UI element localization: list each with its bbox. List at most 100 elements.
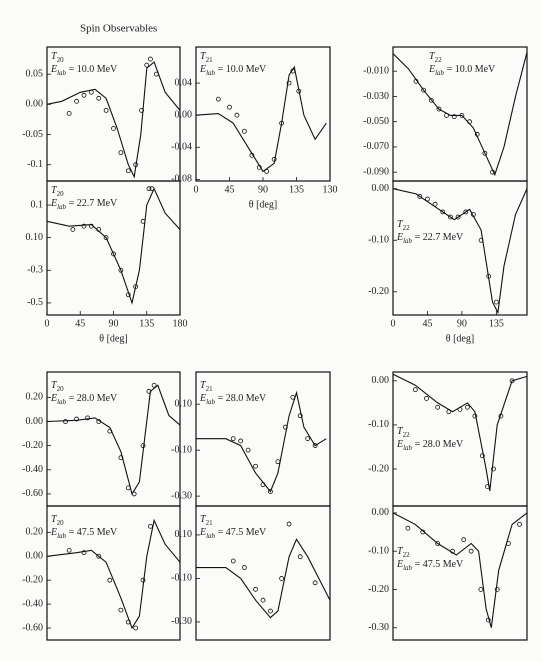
panel-label: T22: [397, 426, 410, 438]
panel-label: T22: [429, 51, 442, 63]
data-point: [279, 120, 285, 126]
x-tick-label: 90: [258, 184, 268, 195]
symbol: T: [51, 514, 58, 525]
data-point: [125, 168, 131, 174]
y-tick-label: -0.20: [368, 463, 389, 474]
data-point: [432, 201, 438, 207]
data-point: [81, 550, 87, 556]
y-tick-label: 0.00: [372, 375, 390, 386]
panel-label: T21: [200, 380, 213, 392]
y-tick-label: 0.00: [372, 183, 390, 194]
data-point: [457, 407, 463, 412]
energy-symbol: E: [50, 393, 57, 404]
data-point: [474, 131, 480, 137]
data-point: [505, 541, 511, 546]
panel-frame: [392, 505, 528, 641]
x-tick-label: 45: [75, 318, 85, 329]
theory-curve: [46, 61, 181, 179]
panel-label: T20: [51, 185, 64, 197]
data-point: [74, 98, 79, 104]
data-point: [491, 466, 496, 472]
data-point: [275, 459, 281, 465]
data-point: [96, 95, 102, 101]
data-point: [74, 416, 79, 422]
y-tick-label: -0.30: [171, 616, 192, 627]
data-point: [107, 577, 113, 583]
energy-label: Elab = 10.0 MeV: [199, 64, 267, 76]
energy-subscript: lab: [403, 564, 412, 572]
data-point: [230, 558, 236, 564]
y-tick-label: -0.5: [27, 297, 43, 308]
data-point: [253, 586, 258, 592]
data-point: [451, 114, 457, 120]
panel-label: T20: [51, 380, 64, 392]
energy-label: Elab = 28.0 MeV: [396, 439, 464, 451]
x-axis-label: θ [deg]: [249, 199, 277, 210]
data-point: [125, 619, 131, 625]
energy-value: = 28.0 MeV: [412, 439, 464, 450]
data-point: [63, 419, 68, 424]
data-point: [96, 553, 102, 559]
data-point: [153, 71, 159, 77]
data-point: [286, 80, 292, 86]
x-tick-label: 130: [323, 184, 338, 195]
data-point: [227, 104, 232, 110]
data-point: [234, 112, 240, 118]
energy-label: Elab = 47.5 MeV: [396, 559, 464, 571]
data-point: [268, 489, 273, 494]
y-tick-label: -0.30: [368, 622, 389, 633]
data-point: [230, 436, 236, 442]
data-point: [241, 565, 247, 570]
energy-subscript: lab: [206, 532, 215, 540]
x-tick-label: 0: [45, 318, 50, 329]
data-point: [146, 186, 152, 192]
theory-curve: [392, 512, 528, 628]
symbol-subscript: 20: [57, 190, 65, 198]
x-tick-label: 135: [489, 318, 504, 329]
energy-value: = 47.5 MeV: [215, 527, 267, 538]
data-point: [118, 455, 124, 461]
data-point: [81, 223, 87, 229]
energy-label: Elab = 22.7 MeV: [50, 198, 118, 210]
panel-frame: [195, 505, 331, 641]
energy-label: Elab = 28.0 MeV: [50, 393, 118, 405]
data-point: [133, 162, 139, 168]
panel-frame: [392, 180, 528, 316]
symbol: T: [397, 426, 404, 437]
data-point: [463, 209, 469, 215]
data-point: [249, 152, 255, 158]
data-point: [81, 92, 87, 98]
data-point: [424, 396, 429, 401]
x-axis-label: θ [deg]: [99, 333, 127, 344]
panel-frame: [46, 505, 181, 641]
energy-value: = 47.5 MeV: [66, 527, 118, 538]
data-point: [253, 463, 258, 469]
data-point: [96, 227, 102, 232]
y-tick-label: -0.20: [22, 440, 43, 451]
data-point: [85, 415, 91, 421]
data-point: [238, 438, 244, 444]
data-point: [66, 547, 72, 553]
theory-curve: [46, 518, 181, 630]
data-point: [444, 112, 450, 118]
y-tick-label: -0.3: [27, 265, 43, 276]
data-point: [485, 484, 490, 490]
data-point: [140, 577, 146, 583]
energy-value: = 10.0 MeV: [215, 64, 267, 75]
y-tick-label: -0.40: [22, 598, 43, 609]
data-point: [468, 548, 474, 554]
theory-curve: [196, 538, 331, 619]
data-point: [461, 537, 467, 543]
energy-symbol: E: [199, 393, 206, 404]
data-point: [103, 107, 109, 113]
data-point: [517, 521, 522, 527]
data-point: [146, 388, 152, 394]
energy-subscript: lab: [57, 69, 66, 77]
energy-subscript: lab: [403, 444, 412, 452]
data-point: [493, 299, 499, 305]
energy-label: Elab = 47.5 MeV: [199, 527, 267, 539]
data-point: [305, 436, 311, 442]
panel-label: T21: [200, 51, 213, 63]
symbol: T: [51, 185, 58, 196]
